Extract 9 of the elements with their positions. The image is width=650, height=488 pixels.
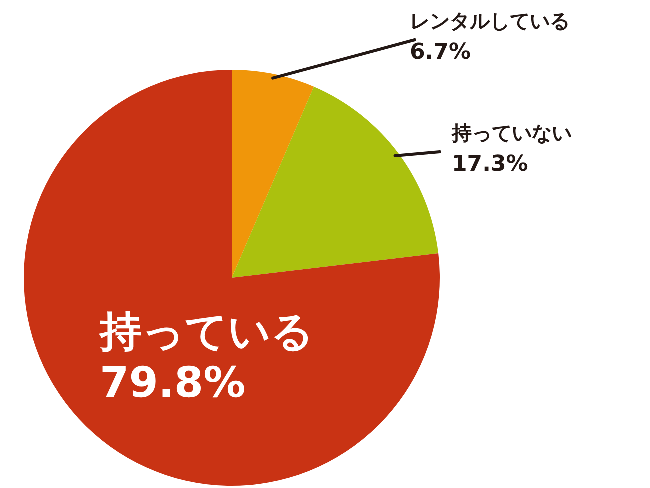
pie-slice	[232, 70, 314, 278]
pie-slice	[232, 86, 439, 278]
data-label: 17.3%	[452, 152, 528, 177]
slice-label: 持っていない	[451, 121, 572, 145]
slice-label: レンタルしている	[410, 9, 570, 33]
pie-slice	[24, 70, 440, 486]
data-label: 79.8%	[100, 358, 246, 407]
slice-label: 持っている	[98, 307, 314, 356]
data-label: 6.7%	[410, 40, 472, 65]
